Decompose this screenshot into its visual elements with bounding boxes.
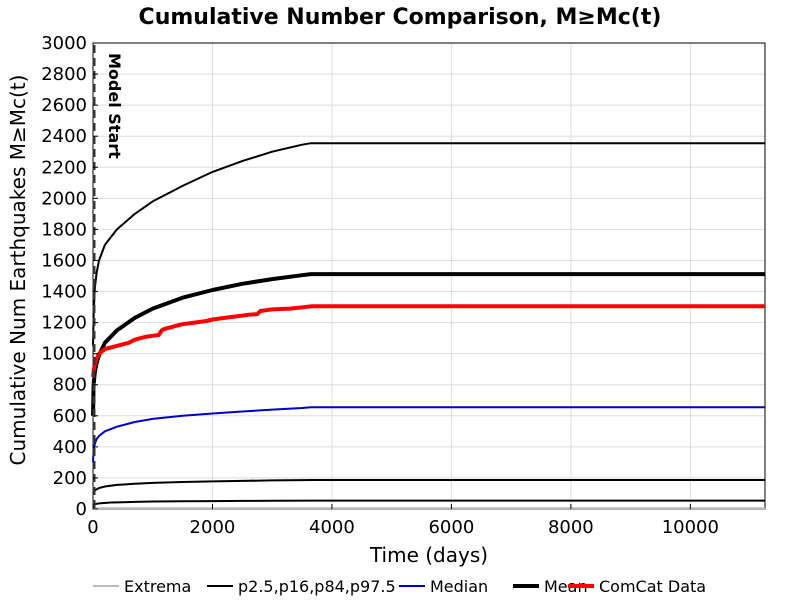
y-tick-label-10: 2000 [41,188,87,209]
x-axis-ticks: 0 2000 4000 6000 8000 10000 [87,504,719,538]
series-line-median-4 [92,406,765,463]
y-tick-label-11: 2200 [41,157,87,178]
y-tick-label-14: 2800 [41,64,87,85]
series-line-p2-5-p16-p84-p97-5-3 [92,499,765,506]
y-tick-label-1: 200 [53,468,87,489]
legend: Extrema p2.5,p16,p84,p97.5 Median Mean ComCa… [93,577,706,596]
legend-label-comcat-data: ComCat Data [599,577,706,596]
x-tick-label-3: 6000 [428,517,474,538]
series-line-comcat-data-6 [91,304,765,378]
y-tick-label-2: 400 [53,437,87,458]
y-tick-label-0: 0 [76,499,87,520]
x-tick-label-5: 10000 [662,517,719,538]
y-axis-label: Cumulative Num Earthquakes M≥Mc(t) [6,75,30,466]
y-tick-label-15: 3000 [41,33,87,54]
legend-label-median: Median [430,577,488,596]
y-tick-label-8: 1600 [41,250,87,271]
x-tick-label-4: 8000 [548,517,594,538]
legend-label-extrema: Extrema [124,577,191,596]
y-tick-label-12: 2400 [41,126,87,147]
series-line-p2-5-p16-p84-p97-5-2 [92,479,765,494]
series-line-p2-5-p16-p84-p97-5-1 [92,142,765,346]
model-start-annotation: Model Start [92,45,124,509]
x-tick-label-1: 2000 [190,517,236,538]
y-tick-label-6: 1200 [41,313,87,334]
x-tick-label-2: 4000 [309,517,355,538]
y-tick-label-5: 1000 [41,344,87,365]
y-tick-label-3: 600 [53,406,87,427]
y-tick-label-7: 1400 [41,282,87,303]
y-tick-label-13: 2600 [41,95,87,116]
legend-label-p2-5-p16-p84-p97-5: p2.5,p16,p84,p97.5 [238,577,396,596]
model-start-label: Model Start [105,53,124,159]
chart-title: Cumulative Number Comparison, M≥Mc(t) [139,5,662,30]
y-axis-ticks: 0 200 400 600 800 1000 1200 1400 1600 1800 2000 220… [41,33,98,520]
y-tick-label-9: 1800 [41,219,87,240]
series-lines [91,142,765,510]
x-tick-label-0: 0 [87,517,98,538]
legend-label-mean: Mean [544,577,588,596]
x-axis-label: Time (days) [369,543,488,567]
y-tick-label-4: 800 [53,375,87,396]
